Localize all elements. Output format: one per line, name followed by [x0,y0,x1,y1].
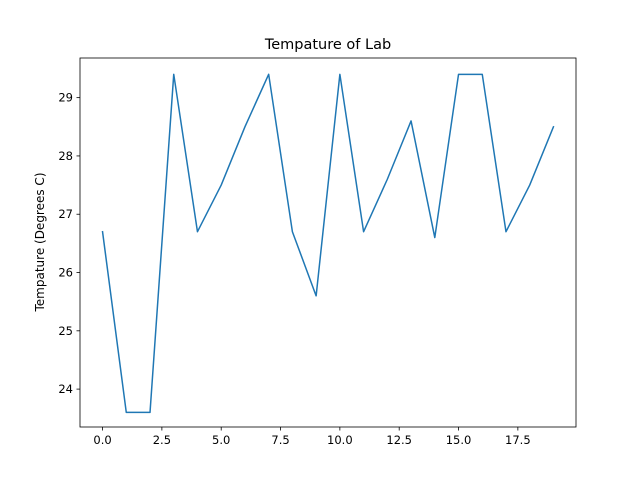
y-tick-label: 24 [58,382,73,396]
axes-frame [79,57,577,428]
y-tick-label: 26 [58,266,73,280]
chart-title: Tempature of Lab [264,37,391,53]
x-tick-label: 15.0 [446,433,472,447]
x-tick-label: 2.5 [153,433,171,447]
plot-area: 0.0 2.5 5.0 7.5 10.0 12.5 15.0 17.5 24 25 26 27 28 29 [58,57,577,447]
x-tick-label: 5.0 [212,433,230,447]
x-tick-label: 10.0 [327,433,353,447]
y-tick-label: 29 [58,91,73,105]
y-tick-label: 25 [58,324,73,338]
y-tick-label: 28 [58,149,73,163]
x-tick-label: 0.0 [93,433,111,447]
y-tick-label: 27 [58,207,73,221]
series-line-0 [101,73,555,414]
x-tick-label: 7.5 [271,433,289,447]
x-tick-label: 17.5 [505,433,531,447]
y-axis-label: Tempature (Degrees C) [33,173,47,313]
x-tick-label: 12.5 [386,433,412,447]
